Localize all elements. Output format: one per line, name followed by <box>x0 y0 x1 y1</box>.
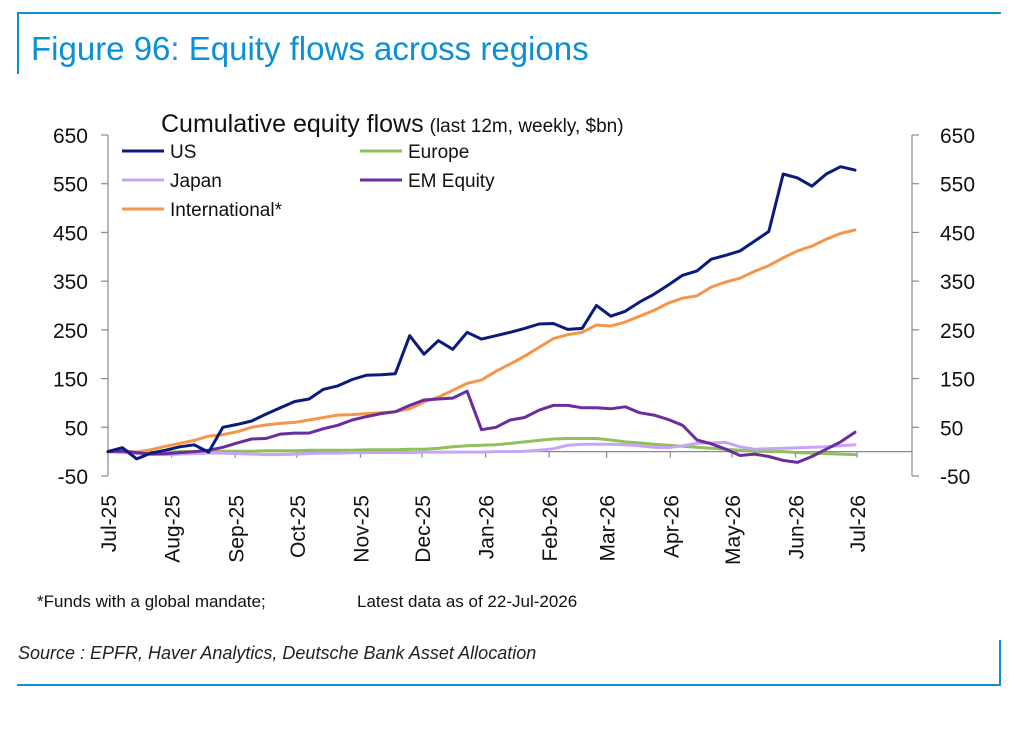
frame-left-line <box>17 12 19 74</box>
left-y-tick-label: 650 <box>53 125 88 148</box>
chart-title: Cumulative equity flows (last 12m, weekly… <box>161 110 624 138</box>
series-line-em-equity <box>106 389 857 464</box>
axes: 650 650 550 550 450 450 350 350 250 250 150 150 50 50… <box>53 125 975 565</box>
x-tick-label: Oct-25 <box>287 495 310 558</box>
source-note: Source : EPFR, Haver Analytics, Deutsche… <box>18 643 537 663</box>
x-tick-label: Jul-25 <box>98 495 121 552</box>
latest-data-note: Latest data as of 22-Jul-2026 <box>357 592 577 611</box>
frame-right-line <box>999 640 1001 686</box>
left-y-tick-label: 50 <box>65 417 88 440</box>
right-y-tick-label: 50 <box>940 417 963 440</box>
legend-label-europe: Europe <box>408 142 469 163</box>
left-y-tick-label: 250 <box>53 320 88 343</box>
x-tick-label: Aug-25 <box>162 495 185 563</box>
x-tick-label: Jul-26 <box>847 495 870 552</box>
footnote: *Funds with a global mandate; <box>37 592 266 611</box>
x-tick-label: Feb-26 <box>539 495 562 562</box>
series-line-europe <box>106 437 857 457</box>
legend: US Europe Japan EM Equity International* <box>122 142 495 221</box>
figure-title: Figure 96: Equity flows across regions <box>31 30 589 67</box>
right-y-tick-label: 450 <box>940 222 975 245</box>
x-tick-label: Jun-26 <box>786 495 809 559</box>
legend-label-us: US <box>170 142 196 163</box>
right-y-tick-label: 350 <box>940 271 975 294</box>
series-line-japan <box>106 440 857 457</box>
frame-bottom-line <box>17 684 1001 686</box>
chart-title-group: Cumulative equity flows (last 12m, weekly… <box>161 110 624 138</box>
legend-label-em-equity: EM Equity <box>408 171 495 192</box>
left-y-tick-label: 350 <box>53 271 88 294</box>
series-lines <box>106 165 857 464</box>
left-y-tick-label: -50 <box>58 466 88 489</box>
x-tick-label: May-26 <box>722 495 745 565</box>
right-y-tick-label: 550 <box>940 174 975 197</box>
right-y-tick-label: 650 <box>940 125 975 148</box>
frame-top-line <box>17 12 1001 14</box>
right-y-tick-label: 150 <box>940 369 975 392</box>
series-line-us <box>106 165 857 461</box>
right-y-tick-label: -50 <box>940 466 970 489</box>
x-tick-label: Dec-25 <box>412 495 435 563</box>
series-line-international <box>106 228 857 454</box>
x-tick-label: Nov-25 <box>350 495 373 563</box>
legend-label-japan: Japan <box>170 171 222 192</box>
x-tick-label: Sep-25 <box>225 495 248 563</box>
x-tick-label: Jan-26 <box>476 495 499 559</box>
left-y-tick-label: 550 <box>53 174 88 197</box>
left-y-tick-label: 450 <box>53 222 88 245</box>
right-y-tick-label: 250 <box>940 320 975 343</box>
legend-label-international: International* <box>170 200 283 221</box>
x-tick-label: Mar-26 <box>597 495 620 562</box>
left-y-tick-label: 150 <box>53 369 88 392</box>
x-tick-label: Apr-26 <box>660 495 683 558</box>
